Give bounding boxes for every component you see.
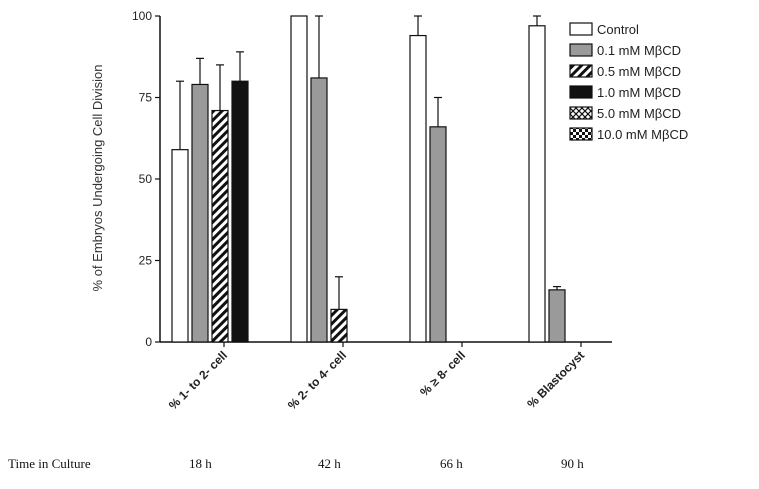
legend-label: 5.0 mM MβCD [597, 106, 681, 121]
y-tick-label: 50 [139, 172, 153, 186]
legend-swatch [569, 22, 593, 36]
legend-label: Control [597, 22, 639, 37]
y-tick-label: 100 [132, 9, 152, 23]
y-tick-label: 75 [139, 91, 153, 105]
chart-bars [171, 15, 566, 343]
bar [330, 308, 348, 343]
y-axis-label: % of Embryos Undergoing Cell Division [90, 65, 105, 292]
legend-swatch [569, 106, 593, 120]
x-category-label: % 2- to 4- cell [285, 348, 349, 412]
time-value: 42 h [318, 456, 341, 471]
x-category-label: % 1- to 2- cell [166, 348, 230, 412]
bar [528, 25, 546, 343]
time-value: 90 h [561, 456, 584, 471]
bar [191, 83, 209, 343]
time-in-culture-row: Time in Culture 18 h 42 h 66 h 90 h [0, 456, 759, 476]
bar [409, 34, 427, 343]
bar [310, 77, 328, 343]
legend-swatch [569, 127, 593, 141]
bar [290, 15, 308, 343]
bar [171, 149, 189, 343]
y-tick-label: 25 [139, 254, 153, 268]
bar [211, 109, 229, 343]
chart-legend: Control 0.1 mM MβCD 0.5 mM MβCD 1.0 mM MβCD… [569, 22, 688, 142]
legend-label: 0.5 mM MβCD [597, 64, 681, 79]
time-value: 66 h [440, 456, 463, 471]
time-in-culture-label: Time in Culture [8, 456, 91, 471]
x-category-label: % Blastocyst [524, 348, 587, 411]
legend-swatch [569, 85, 593, 99]
legend-label: 1.0 mM MβCD [597, 85, 681, 100]
bar [548, 289, 566, 343]
bar [429, 126, 447, 343]
bar [231, 80, 249, 343]
legend-swatch [569, 64, 593, 78]
y-tick-label: 0 [145, 335, 152, 349]
legend-swatch [569, 43, 593, 57]
x-category-label: % ≥ 8- cell [417, 348, 468, 399]
legend-label: 0.1 mM MβCD [597, 43, 681, 58]
time-value: 18 h [189, 456, 212, 471]
legend-label: 10.0 mM MβCD [597, 127, 688, 142]
